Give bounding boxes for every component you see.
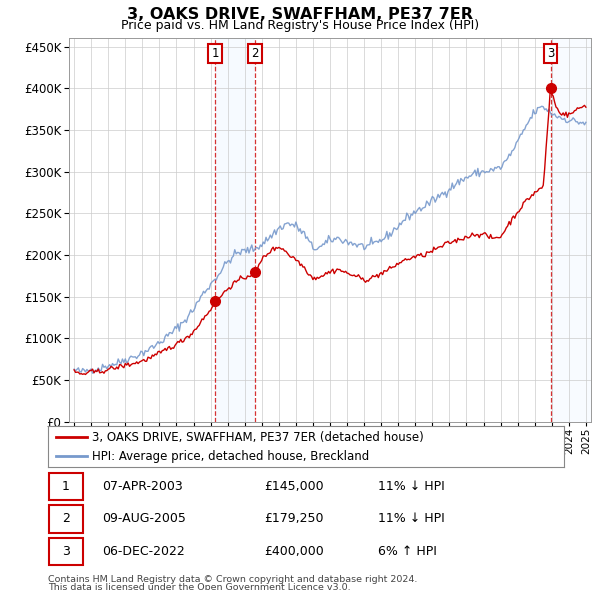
- Text: 1: 1: [211, 47, 219, 60]
- Text: £179,250: £179,250: [265, 512, 324, 526]
- Text: HPI: Average price, detached house, Breckland: HPI: Average price, detached house, Brec…: [92, 450, 369, 463]
- Text: 1: 1: [62, 480, 70, 493]
- Text: 11% ↓ HPI: 11% ↓ HPI: [378, 480, 445, 493]
- Text: 07-APR-2003: 07-APR-2003: [102, 480, 183, 493]
- Text: £145,000: £145,000: [265, 480, 325, 493]
- Text: 3: 3: [547, 47, 554, 60]
- FancyBboxPatch shape: [49, 505, 83, 533]
- Text: 11% ↓ HPI: 11% ↓ HPI: [378, 512, 445, 526]
- Text: Contains HM Land Registry data © Crown copyright and database right 2024.: Contains HM Land Registry data © Crown c…: [48, 575, 418, 584]
- Text: 09-AUG-2005: 09-AUG-2005: [102, 512, 186, 526]
- Text: This data is licensed under the Open Government Licence v3.0.: This data is licensed under the Open Gov…: [48, 583, 350, 590]
- Text: Price paid vs. HM Land Registry's House Price Index (HPI): Price paid vs. HM Land Registry's House …: [121, 19, 479, 32]
- Text: 3: 3: [62, 545, 70, 558]
- FancyBboxPatch shape: [49, 473, 83, 500]
- Text: 6% ↑ HPI: 6% ↑ HPI: [378, 545, 437, 558]
- Bar: [551, 38, 591, 422]
- Text: 06-DEC-2022: 06-DEC-2022: [102, 545, 185, 558]
- Text: 2: 2: [62, 512, 70, 526]
- Text: 3, OAKS DRIVE, SWAFFHAM, PE37 7ER: 3, OAKS DRIVE, SWAFFHAM, PE37 7ER: [127, 7, 473, 22]
- Bar: [551, 38, 591, 422]
- Bar: [215, 38, 255, 422]
- Text: 3, OAKS DRIVE, SWAFFHAM, PE37 7ER (detached house): 3, OAKS DRIVE, SWAFFHAM, PE37 7ER (detac…: [92, 431, 424, 444]
- FancyBboxPatch shape: [49, 537, 83, 565]
- Text: £400,000: £400,000: [265, 545, 325, 558]
- Text: 2: 2: [251, 47, 259, 60]
